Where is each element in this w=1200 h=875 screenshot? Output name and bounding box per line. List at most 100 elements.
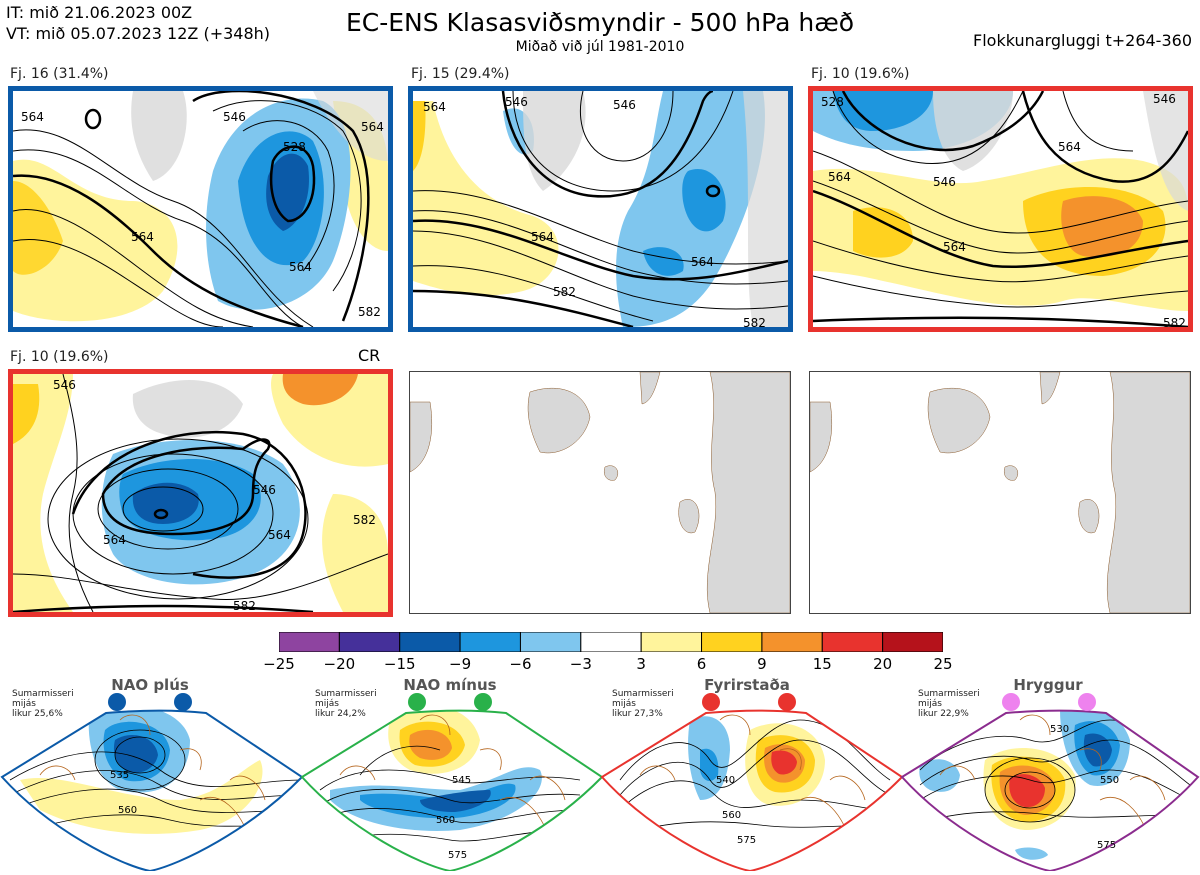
colorbar [278, 631, 944, 653]
p4-contour-label-6: 582 [233, 599, 256, 612]
nao-minus-label-1: 545 [452, 775, 471, 786]
p3-contour-label-1: 528 [821, 95, 844, 109]
colorbar-tick-label: 15 [812, 655, 832, 673]
colorbar-cell-7 [640, 631, 703, 653]
colorbar-tick-label: −6 [509, 655, 532, 673]
colorbar-tick-label: −25 [263, 655, 295, 673]
regime-title-ridge: Hryggur [1013, 676, 1083, 694]
p4-contour-label-4: 564 [268, 528, 291, 542]
regime-panels: 535 560 545 560 575 540 560 575 530 550 … [0, 680, 1200, 873]
regime-fan-border-4 [900, 709, 1200, 873]
colorbar-tick-label: −15 [383, 655, 416, 673]
p1-contour-label-5: 564 [289, 260, 312, 274]
valid-time: VT: mið 05.07.2023 12Z (+348h) [6, 24, 271, 43]
regime-dot-1b [174, 693, 192, 711]
p1-contour-label-7: 582 [358, 305, 381, 319]
regime-dot-2b [474, 693, 492, 711]
p1-contour-label-3: 546 [223, 110, 246, 124]
p2-contour-label-2: 546 [505, 95, 528, 109]
p2-contour-label-3: 546 [613, 98, 636, 112]
p1-contour-label-6: 564 [361, 120, 384, 134]
p2-contour-label-5: 564 [691, 255, 714, 269]
panel-3-label: Fj. 10 (19.6%) [811, 66, 910, 82]
colorbar-tick-label: −20 [323, 655, 356, 673]
regime-title-nao-plus: NAO plús [111, 676, 189, 694]
blocking-label-3: 575 [737, 835, 756, 846]
colorbar-cell-6 [580, 631, 642, 653]
blocking-label-1: 540 [716, 775, 735, 786]
regime-fan-border-1 [0, 709, 304, 873]
p3-contour-label-2: 546 [933, 175, 956, 189]
p4-contour-label-2: 564 [103, 533, 126, 547]
blocking-label-2: 560 [722, 810, 741, 821]
colorbar-tick-label: 6 [696, 655, 707, 673]
regime-stats-blocking: Sumarmisseri mijás likur 27,3% [612, 689, 674, 719]
regime-fan-border-3 [600, 709, 904, 873]
colorbar-tick-label: 9 [757, 655, 767, 673]
cluster-map-3: 528 546 564 564 546 564 582 [808, 86, 1193, 332]
p4-contour-label-1: 546 [253, 483, 276, 497]
p2-contour-label-6: 582 [553, 285, 576, 299]
regime-dot-1a [108, 693, 126, 711]
cluster-map-2: 564 546 546 564 564 582 582 [408, 86, 793, 332]
regime-title-blocking: Fyrirstaða [704, 676, 790, 694]
regime-stats-nao-plus: Sumarmisseri mijás likur 25,6% [12, 689, 74, 719]
ridge-label-3: 575 [1097, 840, 1116, 851]
panel-4-label: Fj. 10 (19.6%) [10, 349, 109, 365]
p1-contour-label-1: 564 [21, 110, 44, 124]
p3-contour-label-3: 564 [943, 240, 966, 254]
colorbar-cell-3 [399, 631, 461, 653]
colorbar-cell-5 [519, 631, 582, 653]
p3-contour-label-4: 564 [1058, 140, 1081, 154]
colorbar-cell-1 [278, 631, 340, 653]
p3-contour-label-5: 546 [1153, 92, 1176, 106]
colorbar-cell-9 [761, 631, 823, 653]
empty-map-6 [809, 371, 1191, 614]
regime-stats-ridge: Sumarmisseri mijás likur 22,9% [918, 689, 980, 719]
page-subtitle: Miðað við júl 1981-2010 [515, 39, 685, 55]
panel-2-label: Fj. 15 (29.4%) [411, 66, 510, 82]
nao-minus-label-2: 560 [436, 815, 455, 826]
colorbar-tick-label: −3 [569, 655, 592, 673]
p3-contour-label-6: 564 [828, 170, 851, 184]
nao-minus-label-3: 575 [448, 850, 467, 861]
colorbar-cell-2 [338, 631, 401, 653]
panel-1-label: Fj. 16 (31.4%) [10, 66, 109, 82]
cluster-map-4: 546 564 546 564 582 582 [8, 369, 393, 617]
regime-dot-3b [778, 693, 796, 711]
regime-dot-4b [1078, 693, 1096, 711]
regime-title-nao-minus: NAO mínus [403, 676, 497, 694]
p3-contour-label-7: 582 [1163, 316, 1186, 327]
nao-plus-label-1: 535 [110, 770, 129, 781]
regime-map-nao-plus [2, 710, 302, 871]
regime-dot-3a [702, 693, 720, 711]
colorbar-cell-10 [821, 631, 884, 653]
colorbar-cell-4 [459, 631, 521, 653]
regime-dot-2a [408, 693, 426, 711]
p1-contour-label-2: 564 [131, 230, 154, 244]
classification-window: Flokkunargluggi t+264-360 [973, 31, 1192, 50]
p2-contour-label-7: 582 [743, 316, 766, 327]
colorbar-tick-label: −9 [449, 655, 472, 673]
p4-contour-label-5: 582 [353, 513, 376, 527]
regime-dot-4a [1002, 693, 1020, 711]
panel-4-tag: CR [358, 346, 381, 365]
colorbar-tick-label: 25 [933, 655, 953, 673]
regime-fan-border-2 [300, 709, 604, 873]
p4-contour-label-3: 546 [53, 378, 76, 392]
page-title: EC-ENS Klasasviðsmyndir - 500 hPa hæð [345, 8, 855, 37]
nao-plus-label-2: 560 [118, 805, 137, 816]
ridge-label-1: 530 [1050, 724, 1069, 735]
p2-contour-label-1: 564 [423, 100, 446, 114]
colorbar-cell-8 [701, 631, 763, 653]
initial-time: IT: mið 21.06.2023 00Z [6, 3, 193, 22]
empty-map-5 [409, 371, 791, 614]
regime-stats-nao-minus: Sumarmisseri mijás likur 24,2% [315, 689, 377, 719]
colorbar-cell-11 [882, 631, 944, 653]
colorbar-tick-label: 3 [636, 655, 646, 673]
p2-contour-label-4: 564 [531, 230, 554, 244]
colorbar-tick-label: 20 [873, 655, 893, 673]
ridge-label-2: 550 [1100, 775, 1119, 786]
cluster-map-1: 564 564 546 528 564 564 582 [8, 86, 393, 332]
header-info: IT: mið 21.06.2023 00Z VT: mið 05.07.202… [6, 2, 270, 44]
